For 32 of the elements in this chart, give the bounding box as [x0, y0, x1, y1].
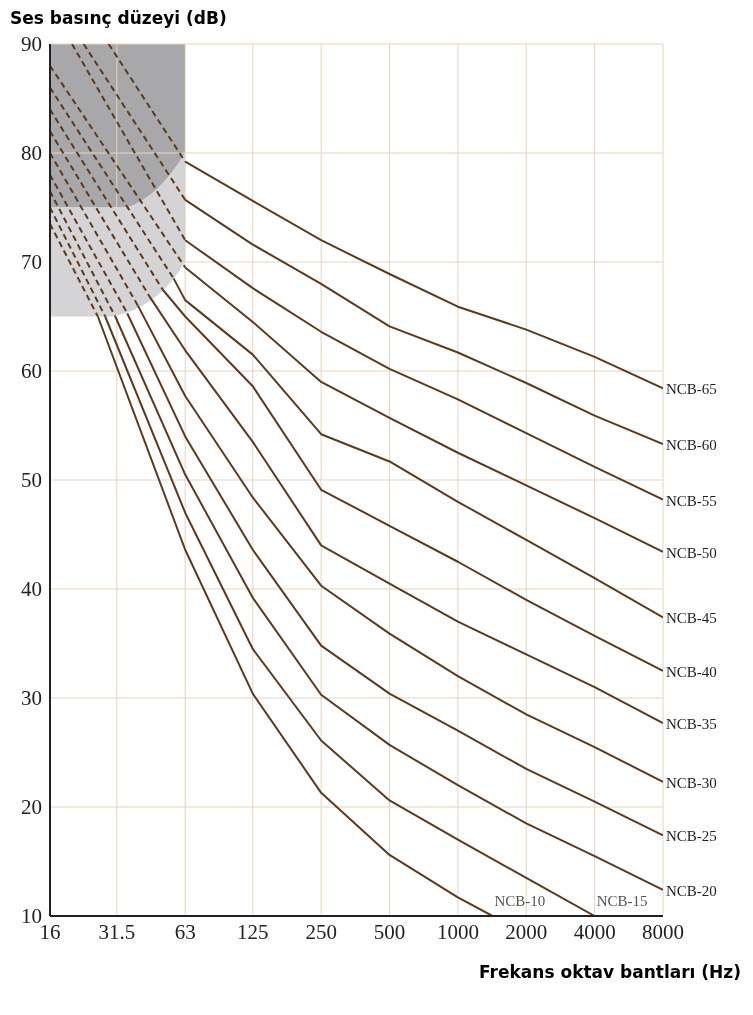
series-label: NCB-65	[666, 381, 717, 398]
series-label: NCB-55	[666, 492, 717, 509]
x-tick-label: 4000	[573, 919, 616, 944]
x-tick-label: 125	[237, 919, 269, 944]
y-tick-label: 10	[21, 904, 42, 929]
y-tick-label: 70	[21, 250, 42, 275]
y-tick-label: 20	[21, 795, 42, 820]
y-tick-label: 30	[21, 686, 42, 711]
y-tick-label: 90	[21, 32, 42, 57]
series-label: NCB-25	[666, 828, 717, 845]
x-tick-label: 1000	[436, 919, 479, 944]
series-label: NCB-20	[666, 882, 717, 899]
series-label: NCB-15	[596, 893, 648, 909]
series-label: NCB-35	[666, 716, 717, 733]
series-label: NCB-40	[666, 663, 717, 680]
x-tick-label: 250	[305, 919, 337, 944]
y-tick-label: 40	[21, 577, 42, 602]
x-tick-label: 500	[373, 919, 406, 944]
series-label: NCB-10	[494, 893, 546, 909]
y-tick-label: 60	[21, 359, 42, 384]
x-axis-title: Frekans oktav bantları (Hz)	[478, 962, 741, 982]
series-label: NCB-30	[666, 774, 717, 791]
x-tick-label: 2000	[505, 919, 548, 944]
y-tick-label: 50	[21, 468, 42, 493]
x-tick-label: 8000	[642, 919, 684, 944]
y-tick-label: 80	[21, 141, 42, 166]
series-label: NCB-45	[666, 610, 717, 627]
series-label: NCB-50	[666, 544, 717, 561]
x-tick-label: 63	[174, 919, 196, 944]
x-tick-label: 31.5	[98, 919, 136, 944]
y-axis-title: Ses basınç düzeyi (dB)	[10, 8, 228, 30]
series-label: NCB-60	[666, 437, 717, 454]
